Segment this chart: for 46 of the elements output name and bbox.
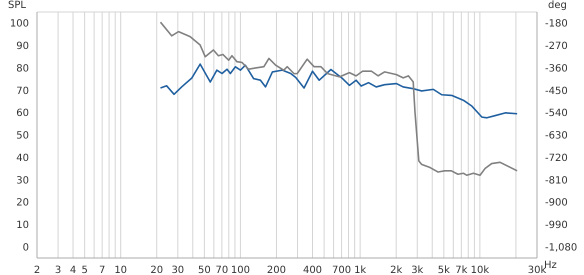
x-tick-label: 30k <box>528 265 546 275</box>
x-tick-label: 70 <box>216 265 228 275</box>
x-tick-label: 100 <box>230 265 250 275</box>
x-tick-label: 5 <box>81 265 88 275</box>
y2-tick-label: -630 <box>545 130 568 142</box>
x-tick-label: 200 <box>266 265 286 275</box>
y2-axis-title: deg <box>548 0 567 11</box>
y2-tick-label: -360 <box>545 63 568 74</box>
y-tick-label: 40 <box>16 152 29 164</box>
y-tick-label: 80 <box>16 63 29 74</box>
x-tick-label: 2k <box>390 265 402 275</box>
y2-tick-label: -540 <box>545 108 568 120</box>
y2-tick-label: -270 <box>545 41 568 52</box>
y-tick-label: 50 <box>16 130 29 142</box>
y-tick-label: 20 <box>16 198 29 209</box>
y2-tick-label: -450 <box>545 86 568 97</box>
y2-tick-label: -1,080 <box>545 242 578 254</box>
y2-tick-label: -990 <box>545 220 568 232</box>
x-tick-label: 1k <box>354 265 366 275</box>
y2-tick-label: -720 <box>545 152 568 164</box>
x-tick-label: 2 <box>34 265 40 275</box>
y-tick-label: 10 <box>16 220 29 232</box>
x-tick-label: 20 <box>150 265 164 275</box>
x-tick-label: 4 <box>70 265 76 275</box>
y-axis-title: SPL <box>8 0 26 11</box>
x-tick-label: 10k <box>470 265 490 275</box>
x-tick-label: 7k <box>455 265 468 275</box>
x-tick-label: 5k <box>438 265 450 275</box>
y-tick-label: 90 <box>16 41 29 52</box>
x-tick-label: 30 <box>171 265 184 275</box>
y-tick-label: 100 <box>10 18 29 30</box>
x-tick-label: 50 <box>198 265 211 275</box>
x-tick-label: 7 <box>98 265 106 275</box>
y-tick-label: 60 <box>16 108 29 120</box>
y2-tick-label: -810 <box>545 175 568 186</box>
y2-tick-label: -900 <box>545 198 568 209</box>
y-tick-label: 70 <box>16 86 29 97</box>
y-tick-label: 0 <box>22 242 29 254</box>
x-tick-label: 700 <box>332 265 352 275</box>
x-tick-label: 400 <box>302 265 322 275</box>
x-tick-label: 3k <box>411 265 424 275</box>
x-axis-title: Hz <box>544 260 557 271</box>
y-tick-label: 30 <box>16 175 29 186</box>
y2-tick-label: -180 <box>545 18 568 30</box>
x-tick-label: 10 <box>114 265 128 275</box>
x-tick-label: 3 <box>54 265 62 275</box>
